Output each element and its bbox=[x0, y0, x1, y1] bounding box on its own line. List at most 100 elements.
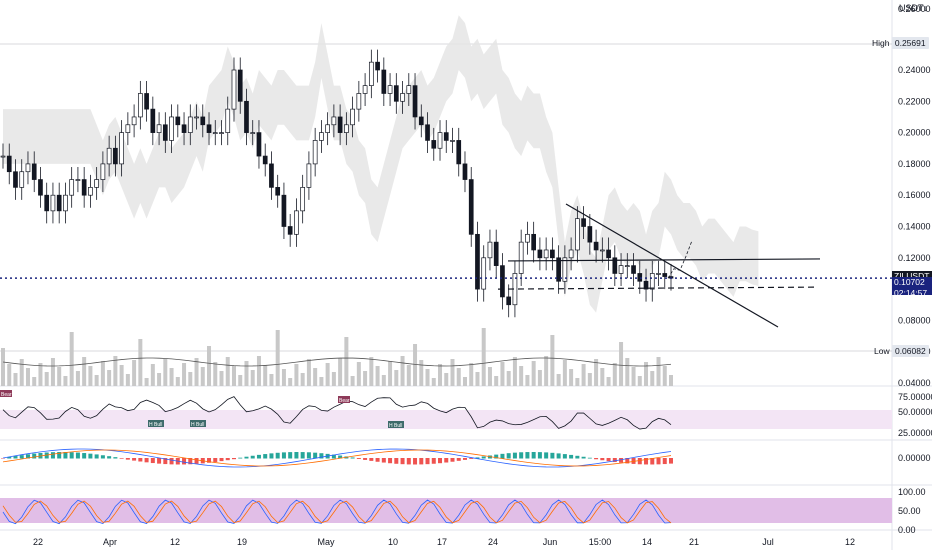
macd-histogram-bar bbox=[94, 454, 99, 459]
macd-histogram-bar bbox=[63, 452, 68, 459]
candle-body bbox=[131, 116, 137, 126]
candle-body bbox=[69, 179, 75, 196]
rsi-tick-label: 75.00000 bbox=[898, 392, 932, 402]
candle-body bbox=[643, 280, 649, 290]
volume-bar bbox=[375, 366, 380, 386]
macd-histogram-bar bbox=[494, 454, 499, 459]
candle-body bbox=[212, 132, 218, 134]
macd-histogram-bar bbox=[381, 458, 386, 463]
volume-bar bbox=[650, 371, 655, 386]
volume-bar bbox=[7, 364, 12, 386]
candle-body bbox=[300, 187, 306, 212]
volume-bar bbox=[132, 360, 137, 386]
macd-histogram-bar bbox=[519, 452, 524, 459]
candle-body bbox=[649, 273, 655, 290]
volume-bar bbox=[75, 371, 80, 386]
macd-histogram-bar bbox=[475, 457, 480, 459]
candle-body bbox=[13, 171, 18, 188]
macd-histogram-bar bbox=[306, 452, 311, 459]
volume-bar bbox=[425, 369, 430, 386]
candle-body bbox=[475, 233, 480, 290]
candle-body bbox=[606, 249, 611, 259]
time-tick-label: Jul bbox=[762, 537, 774, 547]
macd-histogram-bar bbox=[82, 453, 87, 459]
volume-bar bbox=[325, 363, 330, 386]
stoch-tick-label: 50.00 bbox=[898, 506, 921, 516]
candle-body bbox=[0, 155, 6, 158]
candle-body bbox=[81, 179, 87, 196]
volume-bar bbox=[275, 330, 280, 386]
candle-body bbox=[319, 132, 324, 141]
volume-bar bbox=[450, 359, 455, 386]
macd-histogram-bar bbox=[431, 458, 436, 464]
candle-body bbox=[656, 273, 661, 275]
candle-body bbox=[487, 241, 493, 259]
candle-body bbox=[631, 265, 636, 274]
macd-histogram-bar bbox=[544, 452, 549, 459]
macd-histogram-bar bbox=[281, 452, 286, 459]
volume-bar bbox=[338, 358, 343, 386]
time-tick-label: Apr bbox=[103, 537, 117, 547]
price-tick-label: 0.04000 bbox=[898, 378, 931, 388]
last-price-value: 0.10702 bbox=[894, 277, 925, 287]
macd-histogram-bar bbox=[188, 458, 193, 465]
volume-bar bbox=[182, 363, 187, 386]
volume-bar bbox=[213, 362, 218, 386]
macd-histogram-bar bbox=[32, 453, 37, 459]
macd-histogram-bar bbox=[656, 458, 661, 465]
macd-histogram-bar bbox=[256, 454, 261, 459]
macd-histogram-bar bbox=[637, 458, 642, 465]
candle-body bbox=[38, 179, 43, 196]
volume-bar bbox=[188, 372, 193, 386]
macd-histogram-bar bbox=[394, 458, 399, 464]
candle-body bbox=[425, 124, 430, 141]
macd-histogram-bar bbox=[531, 452, 536, 459]
macd-histogram-bar bbox=[100, 455, 105, 459]
macd-histogram-bar bbox=[244, 456, 249, 459]
rsi-divergence-label: Bear bbox=[1, 392, 12, 398]
candle-body bbox=[281, 194, 287, 227]
price-tick-label: 0.26000 bbox=[898, 4, 931, 14]
macd-histogram-bar bbox=[44, 452, 49, 459]
candle-body bbox=[275, 187, 281, 196]
macd-histogram-bar bbox=[619, 458, 624, 463]
macd-histogram-bar bbox=[88, 453, 93, 459]
macd-histogram-bar bbox=[612, 458, 617, 463]
candle-body bbox=[468, 179, 474, 235]
macd-histogram-bar bbox=[125, 458, 130, 460]
macd-histogram-bar bbox=[69, 452, 74, 459]
candle-body bbox=[44, 194, 50, 212]
candle-body bbox=[31, 163, 37, 180]
volume-bar bbox=[606, 377, 611, 386]
macd-histogram-bar bbox=[319, 453, 324, 459]
macd-histogram-bar bbox=[356, 458, 361, 459]
volume-bar bbox=[562, 360, 567, 386]
candle-body bbox=[456, 140, 462, 165]
macd-histogram-bar bbox=[263, 454, 268, 459]
candle-body bbox=[6, 155, 12, 173]
macd-histogram-bar bbox=[456, 458, 461, 461]
volume-bar bbox=[625, 358, 630, 386]
macd-histogram-bar bbox=[388, 458, 393, 464]
macd-signal-line bbox=[2, 449, 672, 467]
macd-histogram-bar bbox=[250, 455, 255, 459]
macd-histogram-bar bbox=[50, 452, 55, 459]
macd-histogram-bar bbox=[157, 458, 162, 464]
volume-bar bbox=[656, 357, 661, 386]
volume-bar bbox=[294, 364, 299, 386]
rsi-tick-label: 25.00000 bbox=[898, 428, 932, 438]
volume-bar bbox=[456, 368, 461, 386]
volume-bar bbox=[537, 370, 542, 386]
ichimoku-cloud bbox=[3, 15, 759, 313]
volume-bar bbox=[462, 377, 467, 386]
candle-body bbox=[437, 132, 443, 149]
candle-body bbox=[137, 93, 143, 118]
candle-body bbox=[231, 69, 237, 110]
low-value: 0.06082 bbox=[891, 345, 929, 357]
macd-histogram-bar bbox=[462, 458, 467, 460]
volume-bar bbox=[556, 374, 561, 386]
candle-body bbox=[500, 265, 505, 298]
candle-body bbox=[581, 218, 586, 227]
